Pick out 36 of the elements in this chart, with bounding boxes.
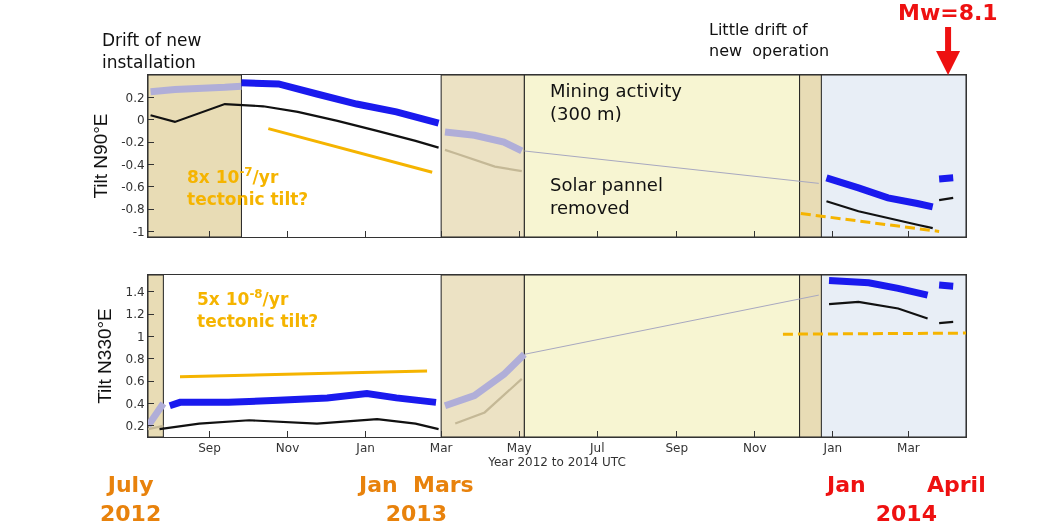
x-tick-label: Jan	[355, 441, 375, 456]
text: Jan Mars 2013	[357, 472, 474, 526]
y-tick-label: 1	[136, 329, 145, 344]
y-tick-label: -0.2	[121, 135, 145, 150]
x-tick-label: Mar	[897, 441, 920, 456]
annotation: 5x 10$^{-8}$/yr tectonic tilt?	[197, 287, 319, 332]
y-tick-label: 0.2	[125, 90, 145, 105]
x-tick-label: Nov	[275, 441, 300, 456]
y-tick-label: 0.4	[125, 396, 145, 411]
y-tick-label: 0.2	[125, 419, 145, 434]
y-tick-label: 1.4	[125, 284, 145, 299]
annotation: Solar pannel removed	[550, 174, 663, 219]
x-tick-label: Sep	[665, 441, 688, 456]
x-tick-label: May	[506, 441, 532, 456]
text: July 2012	[100, 472, 162, 526]
x-tick-label: Jul	[589, 441, 605, 456]
text: Drift of new installation	[102, 30, 202, 73]
text: Jan April 2014	[825, 472, 986, 526]
y-tick-label: 0	[136, 112, 145, 127]
y-tick-label: -0.8	[121, 202, 145, 217]
y-tick-label: -1	[132, 224, 145, 239]
x-tick-label: Jan	[822, 441, 843, 456]
y-tick-label: 0.8	[125, 351, 145, 366]
y-tick-label: -0.4	[121, 157, 145, 172]
y-tick-label: 1.2	[125, 307, 145, 322]
text: Little drift of new operation	[709, 20, 830, 60]
y-axis-title: Tilt N90°E	[90, 113, 112, 199]
y-tick-label: -0.6	[121, 179, 145, 194]
x-axis-title: Year 2012 to 2014 UTC	[487, 455, 626, 470]
x-tick-label: Nov	[743, 441, 767, 456]
y-tick-label: 0.6	[125, 374, 145, 389]
annotation: Mining activity (300 m)	[550, 80, 683, 125]
y-axis-title: Tilt N330°E	[94, 308, 116, 404]
x-tick-label: Sep	[198, 441, 221, 456]
annotation: Mw=8.1	[898, 0, 998, 25]
x-tick-label: Mar	[429, 441, 453, 456]
